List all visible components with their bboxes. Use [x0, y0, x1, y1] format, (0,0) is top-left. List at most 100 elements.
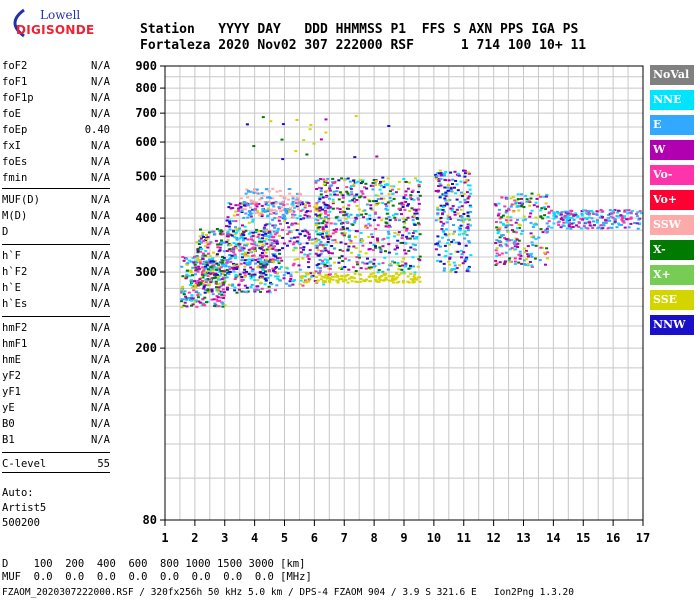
data-point — [462, 169, 466, 172]
data-point — [461, 220, 465, 223]
data-point — [233, 289, 237, 292]
data-point — [359, 182, 363, 185]
data-point — [206, 268, 210, 271]
data-point — [252, 246, 256, 249]
data-point — [500, 216, 504, 219]
data-point — [269, 233, 273, 236]
data-point — [261, 244, 265, 246]
data-point — [520, 201, 523, 204]
data-point — [340, 211, 344, 214]
data-point — [588, 224, 592, 227]
data-point — [274, 202, 278, 205]
data-point — [205, 264, 209, 267]
data-point — [444, 195, 448, 198]
x-tick-label: 1 — [161, 531, 168, 545]
data-point — [397, 231, 401, 234]
data-point — [187, 269, 191, 272]
data-point — [535, 197, 539, 200]
data-point — [377, 202, 381, 204]
data-point — [241, 224, 244, 227]
data-point — [201, 257, 205, 260]
data-point — [341, 194, 345, 197]
data-point — [200, 273, 204, 276]
data-point — [232, 230, 236, 233]
data-point — [613, 220, 617, 223]
data-point — [222, 270, 226, 273]
data-point — [322, 183, 326, 186]
data-point — [196, 284, 200, 287]
data-point — [242, 201, 246, 204]
data-point — [207, 231, 211, 234]
legend-item-nne: NNE — [650, 90, 694, 110]
data-point — [635, 212, 639, 215]
data-point — [545, 247, 549, 250]
data-point — [221, 259, 225, 262]
data-point — [298, 268, 302, 271]
data-point — [186, 262, 190, 265]
data-point — [319, 212, 323, 215]
data-point — [228, 222, 232, 225]
data-point — [324, 131, 328, 134]
data-point — [405, 227, 409, 230]
data-point — [584, 209, 588, 212]
data-point — [565, 227, 569, 230]
param-row: hmF1 N/A — [2, 338, 110, 352]
data-point — [219, 230, 223, 233]
data-point — [446, 242, 449, 245]
data-point — [282, 215, 286, 218]
data-point — [413, 273, 417, 276]
data-point — [565, 210, 569, 213]
data-point — [466, 215, 470, 217]
data-point — [443, 233, 447, 236]
data-point — [335, 190, 339, 193]
data-point — [617, 215, 621, 218]
data-point — [406, 216, 410, 219]
range-row-values: 100 200 400 600 800 1000 1500 3000 [km] — [33, 558, 306, 570]
data-point — [229, 203, 233, 206]
data-point — [502, 263, 506, 265]
data-point — [242, 216, 246, 219]
data-point — [496, 214, 500, 217]
param-row: M(D) N/A — [2, 210, 110, 224]
data-point — [243, 284, 247, 287]
param-row: h`Es N/A — [2, 298, 110, 312]
data-point — [448, 243, 451, 246]
data-point — [248, 275, 252, 278]
data-point — [360, 213, 364, 216]
data-point — [501, 234, 505, 236]
data-point — [418, 276, 421, 279]
data-point — [229, 207, 233, 210]
data-point — [407, 232, 411, 235]
data-point — [307, 237, 311, 240]
data-point — [508, 257, 512, 260]
data-point — [401, 206, 405, 208]
param-name: foF1 — [2, 76, 28, 88]
data-point — [546, 205, 550, 208]
data-point — [209, 266, 213, 269]
data-point — [216, 296, 220, 299]
data-point — [547, 220, 551, 223]
data-point — [319, 187, 323, 190]
data-point — [331, 177, 335, 180]
data-point — [381, 245, 385, 248]
data-point — [323, 203, 327, 206]
data-point — [306, 255, 310, 258]
data-point — [413, 230, 417, 233]
data-point — [204, 250, 208, 252]
data-point — [546, 257, 549, 260]
data-point — [218, 246, 222, 249]
data-point — [318, 267, 322, 270]
data-point — [347, 277, 351, 280]
data-point — [633, 222, 636, 224]
data-point — [439, 208, 443, 211]
data-point — [405, 198, 409, 200]
data-point — [498, 226, 502, 229]
data-point — [353, 156, 357, 159]
data-point — [256, 266, 260, 269]
data-point — [269, 247, 273, 250]
data-point — [291, 264, 295, 267]
data-point — [455, 267, 459, 270]
data-point — [580, 214, 584, 217]
data-point — [255, 188, 259, 191]
data-point — [328, 210, 332, 213]
